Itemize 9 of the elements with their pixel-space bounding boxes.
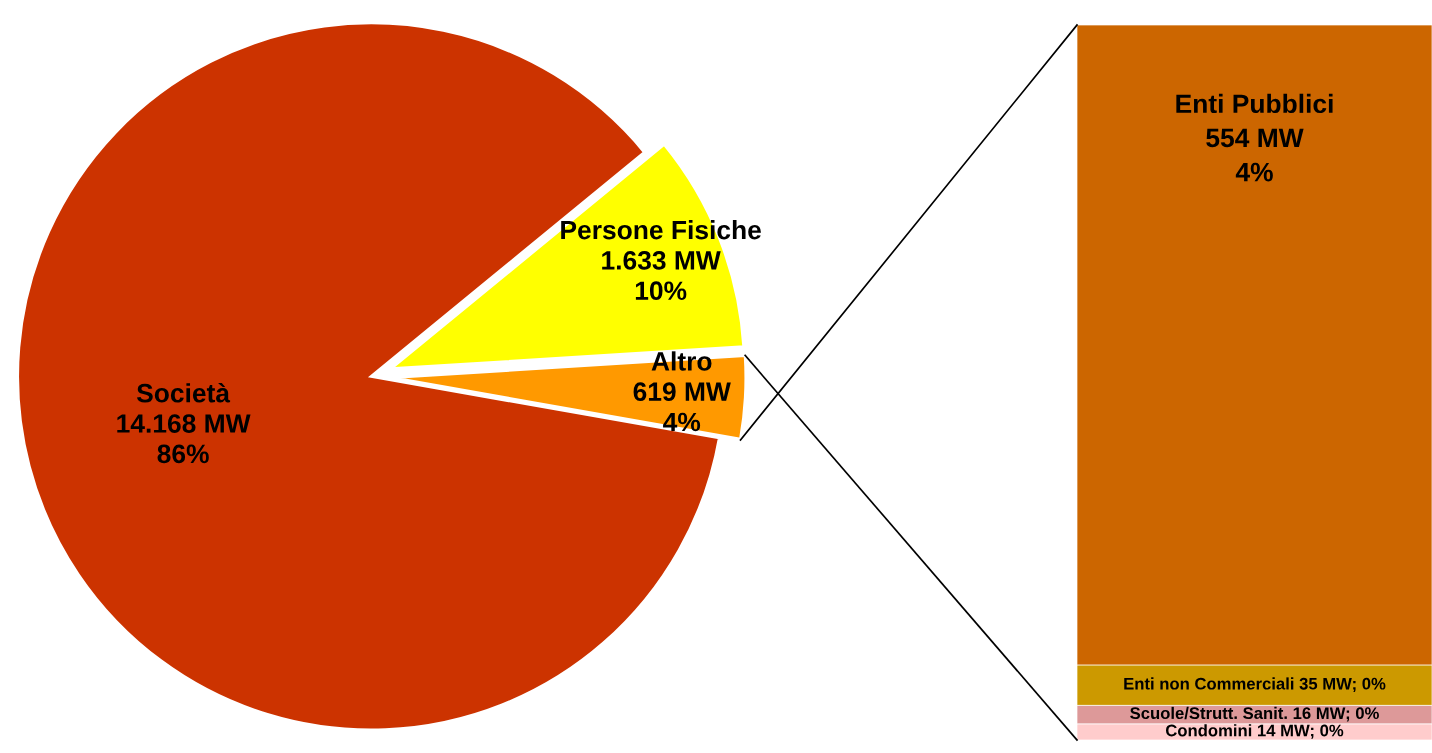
- slice-label: Società: [136, 382, 231, 403]
- data-label: 619 MW 4%: [633, 382, 731, 432]
- data-label: 554 MW 4%: [1206, 128, 1304, 182]
- data-label: 1.633 MW 10%: [602, 251, 721, 301]
- series-label: Enti Pubblici: [1176, 93, 1333, 114]
- text: Enti non Commerciali 35 MW; 0%: [1124, 677, 1386, 693]
- text: Condomini 14 MW; 0%: [1165, 724, 1344, 739]
- data-label: 14.168 MW 86%: [117, 414, 251, 464]
- text: Scuole/Strutt. Sanit. 16 MW; 0%: [1130, 706, 1379, 722]
